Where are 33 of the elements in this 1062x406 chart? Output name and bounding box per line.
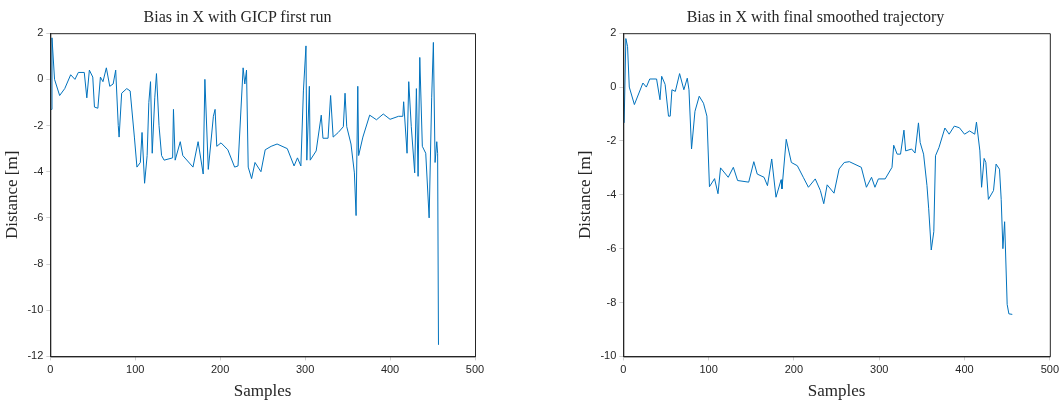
- x-tick-label: 400: [955, 363, 974, 376]
- y-tick-label: -8: [33, 257, 44, 270]
- y-tick-label: 0: [37, 72, 44, 85]
- x-tick-label: 500: [1040, 363, 1059, 376]
- y-tick-label: 2: [610, 26, 617, 39]
- y-tick-label: 0: [610, 80, 617, 93]
- y-tick-label: -10: [600, 349, 617, 362]
- y-tick-label: 2: [37, 26, 44, 39]
- y-tick-label: -10: [27, 303, 44, 316]
- x-tick-label: 400: [380, 363, 400, 376]
- x-tick-label: 500: [465, 363, 485, 376]
- x-tick-label: 300: [870, 363, 889, 376]
- chart-title: Bias in X with final smoothed trajectory: [686, 7, 945, 26]
- x-tick-label: 0: [620, 363, 627, 376]
- y-tick-label: -8: [606, 295, 617, 308]
- x-tick-label: 100: [699, 363, 718, 376]
- x-tick-label: 200: [211, 363, 230, 376]
- y-tick-label: -6: [33, 210, 44, 223]
- y-tick-label: -2: [606, 133, 617, 146]
- x-tick-label: 0: [47, 363, 54, 376]
- x-tick-label: 300: [295, 363, 315, 376]
- y-tick-label: -12: [27, 349, 44, 362]
- x-axis-title: Samples: [807, 381, 866, 401]
- x-tick-label: 200: [784, 363, 804, 376]
- y-tick-label: -4: [33, 164, 44, 177]
- x-axis-title: Samples: [233, 381, 292, 401]
- y-tick-label: -2: [33, 118, 44, 131]
- y-tick-label: -4: [606, 187, 617, 200]
- y-axis-title: Distance [m]: [1, 150, 21, 239]
- y-tick-label: -6: [606, 241, 617, 254]
- y-axis-title: Distance [m]: [574, 150, 594, 239]
- x-tick-label: 100: [126, 363, 145, 376]
- chart-title: Bias in X with GICP first run: [143, 7, 332, 25]
